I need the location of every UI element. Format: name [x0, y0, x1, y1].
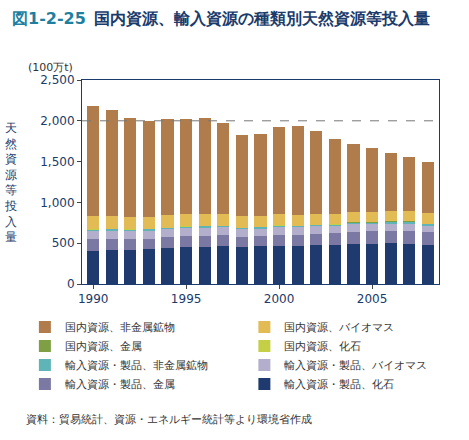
svg-text:国内資源、非金属鉱物: 国内資源、非金属鉱物: [65, 321, 175, 334]
svg-text:国内資源、化石: 国内資源、化石: [284, 340, 361, 353]
svg-text:輸入資源・製品、金属: 輸入資源・製品、金属: [65, 378, 175, 391]
svg-text:1,000: 1,000: [40, 196, 74, 210]
svg-text:0: 0: [67, 277, 75, 291]
svg-text:輸入資源・製品、非金属鉱物: 輸入資源・製品、非金属鉱物: [65, 359, 208, 372]
svg-text:2,000: 2,000: [40, 114, 74, 128]
svg-text:500: 500: [52, 236, 75, 250]
svg-text:1995: 1995: [171, 292, 202, 306]
svg-text:2,500: 2,500: [40, 73, 74, 87]
html-text:国内資源、輸入資源の種類別天然資源等投入量: 国内資源、輸入資源の種類別天然資源等投入量: [93, 9, 430, 28]
svg-text:輸入資源・製品、バイオマス: 輸入資源・製品、バイオマス: [284, 359, 427, 372]
svg-text:(100万t): (100万t): [28, 61, 73, 74]
svg-text:2000: 2000: [264, 292, 295, 306]
svg-text:2005: 2005: [357, 292, 388, 306]
svg-text:国内資源、バイオマス: 国内資源、バイオマス: [284, 321, 394, 334]
svg-text:国内資源、金属: 国内資源、金属: [65, 340, 142, 353]
svg-text:輸入資源・製品、化石: 輸入資源・製品、化石: [284, 378, 394, 391]
svg-text:天然資源等投入量: 天然資源等投入量: [4, 121, 17, 244]
svg-text:1990: 1990: [78, 292, 109, 306]
svg-text:1,500: 1,500: [40, 155, 74, 169]
html-text:図1-2-25: 図1-2-25: [12, 9, 86, 28]
html-text:資料：貿易統計、資源・エネルギー統計等より環境省作成: 資料：貿易統計、資源・エネルギー統計等より環境省作成: [26, 413, 312, 426]
